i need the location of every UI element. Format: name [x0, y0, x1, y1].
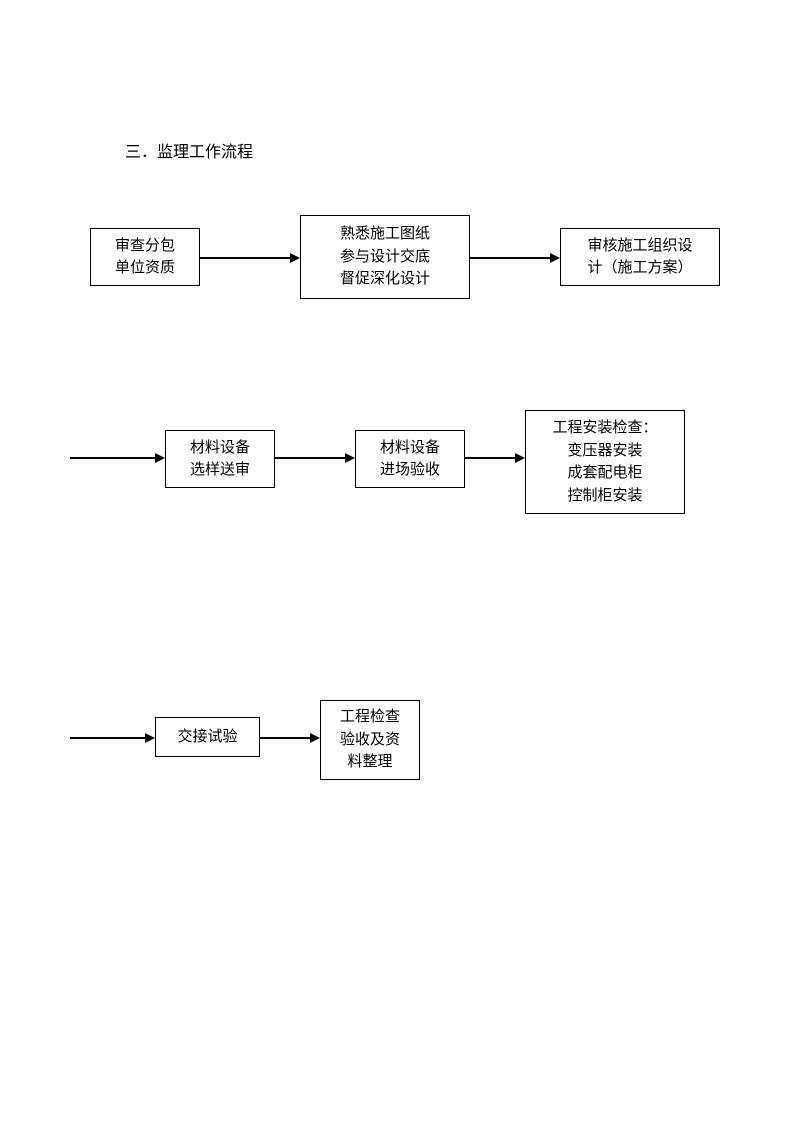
arrow-head-3 [345, 453, 355, 463]
node-text: 单位资质 [115, 257, 175, 280]
node-text: 督促深化设计 [340, 268, 430, 291]
arrow-head-0 [290, 253, 300, 263]
node-text: 验收及资 [340, 729, 400, 752]
node-text: 进场验收 [380, 459, 440, 482]
node-text: 工程安装检查： [552, 417, 657, 440]
flowchart-node-n1: 审查分包单位资质 [90, 228, 200, 286]
arrow-line-2 [70, 457, 157, 459]
node-text: 料整理 [347, 751, 392, 774]
node-text: 熟悉施工图纸 [340, 223, 430, 246]
flowchart-node-n3: 审核施工组织设计（施工方案） [560, 228, 720, 286]
node-text: 计（施工方案） [587, 257, 692, 280]
arrow-head-5 [145, 733, 155, 743]
arrow-line-0 [200, 257, 292, 259]
arrow-line-5 [70, 737, 147, 739]
arrow-line-6 [260, 737, 312, 739]
arrow-line-3 [275, 457, 347, 459]
node-text: 交接试验 [177, 726, 237, 749]
node-text: 变压器安装 [567, 440, 642, 463]
arrow-line-4 [465, 457, 517, 459]
flowchart-node-n6: 工程安装检查：变压器安装成套配电柜控制柜安装 [525, 410, 685, 514]
node-text: 审核施工组织设 [587, 235, 692, 258]
node-text: 工程检查 [340, 706, 400, 729]
flowchart-node-n8: 工程检查验收及资料整理 [320, 700, 420, 780]
flowchart-node-n2: 熟悉施工图纸参与设计交底督促深化设计 [300, 215, 470, 299]
node-text: 材料设备 [190, 437, 250, 460]
section-title: 三．监理工作流程 [125, 138, 253, 162]
arrow-head-1 [550, 253, 560, 263]
flowchart-node-n4: 材料设备选样送审 [165, 430, 275, 488]
flowchart-node-n7: 交接试验 [155, 717, 260, 757]
node-text: 材料设备 [380, 437, 440, 460]
flowchart-node-n5: 材料设备进场验收 [355, 430, 465, 488]
node-text: 控制柜安装 [567, 485, 642, 508]
arrow-line-1 [470, 257, 552, 259]
arrow-head-4 [515, 453, 525, 463]
arrow-head-2 [155, 453, 165, 463]
arrow-head-6 [310, 733, 320, 743]
node-text: 审查分包 [115, 235, 175, 258]
node-text: 参与设计交底 [340, 246, 430, 269]
node-text: 选样送审 [190, 459, 250, 482]
node-text: 成套配电柜 [567, 462, 642, 485]
